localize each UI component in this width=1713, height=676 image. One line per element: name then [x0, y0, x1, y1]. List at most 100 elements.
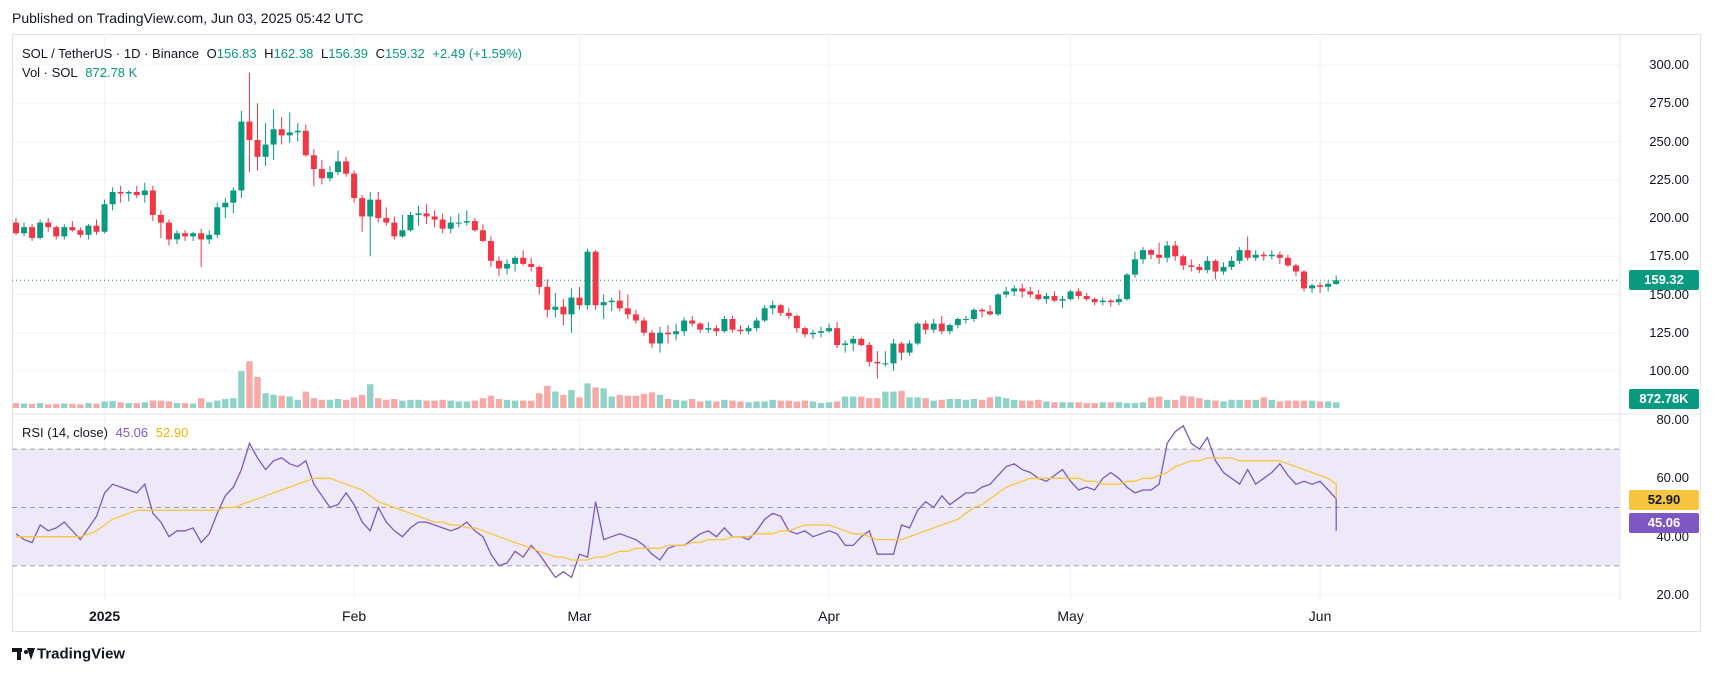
- candle-body: [310, 155, 317, 170]
- candle-body: [640, 320, 647, 333]
- candle-body: [729, 318, 736, 330]
- candle-body: [1333, 280, 1340, 285]
- candle-body: [1140, 250, 1146, 260]
- volume-bar: [45, 404, 52, 408]
- candle-body: [61, 227, 68, 237]
- tradingview-logo[interactable]: TradingView: [12, 645, 125, 663]
- candle-body: [1228, 260, 1235, 267]
- candle-body: [1196, 266, 1203, 271]
- volume-bar: [1139, 402, 1147, 408]
- close-label: C: [375, 46, 385, 61]
- candle-body: [914, 323, 921, 344]
- candle-body: [359, 198, 366, 217]
- candle-body: [190, 233, 197, 237]
- volume-bar: [222, 398, 229, 408]
- candle-body: [858, 338, 865, 345]
- volume-bar: [1268, 399, 1275, 408]
- candle-body: [77, 230, 84, 235]
- volume-bar: [318, 399, 326, 408]
- volume-bar: [511, 400, 519, 408]
- volume-bar: [946, 398, 953, 408]
- candle-body: [938, 323, 945, 332]
- volume-bar: [761, 401, 768, 408]
- volume-bar: [342, 399, 350, 408]
- candle-body: [568, 297, 575, 315]
- volume-bar: [656, 394, 664, 408]
- volume-bar: [1067, 402, 1074, 408]
- volume-bar: [367, 384, 374, 408]
- volume-bar: [399, 400, 406, 408]
- volume-bar: [77, 404, 84, 408]
- candle-body: [1317, 285, 1324, 287]
- candle-body: [45, 222, 52, 228]
- volume-bar: [101, 401, 108, 408]
- volume-bar: [358, 394, 366, 408]
- candle-body: [53, 227, 60, 237]
- rsi-label[interactable]: RSI (14, close): [22, 425, 108, 440]
- candle-body: [1244, 250, 1251, 258]
- candle-body: [560, 306, 567, 315]
- volume-bar: [850, 396, 857, 408]
- candle-body: [1212, 260, 1219, 272]
- rsi-tick-label: 20.00: [1656, 587, 1689, 602]
- volume-bar: [1188, 396, 1195, 408]
- candle-body: [455, 222, 462, 224]
- volume-tag: 872.78K: [1629, 389, 1699, 409]
- volume-bar: [125, 403, 132, 408]
- volume-bar: [608, 396, 615, 408]
- volume-bar: [12, 403, 20, 408]
- candle-body: [882, 363, 889, 365]
- volume-bar: [53, 403, 60, 408]
- candle-body: [133, 191, 140, 196]
- volume-bar: [28, 403, 36, 408]
- time-tick-label: Apr: [818, 608, 840, 624]
- candle-body: [504, 263, 511, 269]
- volume-label[interactable]: Vol · SOL: [22, 65, 78, 80]
- low-value: 156.39: [328, 46, 368, 61]
- volume-bar: [938, 399, 945, 408]
- volume-bar: [1131, 403, 1139, 408]
- volume-bar: [431, 400, 438, 408]
- candle-body: [93, 225, 100, 232]
- volume-bar: [85, 403, 92, 408]
- candle-body: [512, 257, 519, 264]
- candle-body: [149, 190, 156, 215]
- volume-bar: [1292, 400, 1300, 408]
- volume-bar: [286, 396, 293, 408]
- candle-body: [930, 323, 937, 330]
- volume-bar: [463, 401, 470, 408]
- symbol-label[interactable]: SOL / TetherUS · 1D · Binance: [22, 46, 200, 61]
- candle-body: [922, 323, 929, 330]
- rsi-tick-label: 60.00: [1656, 470, 1689, 486]
- candle-body: [383, 218, 390, 223]
- candle-body: [592, 251, 599, 306]
- volume-bar: [141, 402, 148, 408]
- candle-body: [125, 191, 132, 194]
- tradingview-logo-text: TradingView: [37, 645, 126, 663]
- volume-bar: [1284, 400, 1292, 408]
- volume-bar: [423, 400, 430, 408]
- candle-body: [1067, 291, 1074, 300]
- rsi-band: [12, 448, 1620, 567]
- volume-bar: [1147, 397, 1155, 408]
- price-tick-label: 300.00: [1649, 57, 1689, 72]
- candle-body: [890, 343, 897, 364]
- candle-body: [1011, 288, 1018, 292]
- rsi-ma-tag: 52.90: [1629, 490, 1699, 510]
- candle-body: [206, 234, 213, 240]
- volume-bar: [1002, 398, 1010, 408]
- price-tick-label: 250.00: [1649, 133, 1689, 149]
- volume-bar: [729, 400, 736, 408]
- volume-bar: [157, 400, 165, 408]
- volume-bar: [1163, 399, 1171, 408]
- volume-bar: [455, 401, 462, 408]
- candle-body: [1091, 299, 1098, 303]
- volume-bar: [326, 399, 334, 408]
- candle-body: [278, 129, 285, 136]
- candle-body: [318, 169, 325, 179]
- volume-bar: [809, 401, 817, 408]
- rsi-ma-value: 52.90: [155, 425, 189, 440]
- volume-bar: [1043, 401, 1050, 408]
- volume-bar: [833, 401, 841, 408]
